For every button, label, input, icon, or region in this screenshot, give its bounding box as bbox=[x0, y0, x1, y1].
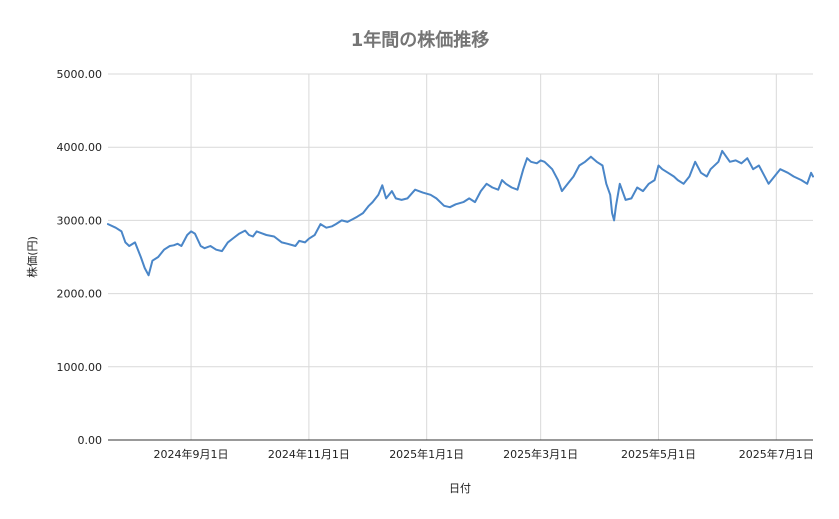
x-tick-label: 2025年1月1日 bbox=[389, 447, 464, 461]
x-tick-label: 2025年5月1日 bbox=[621, 447, 696, 461]
y-tick-label: 3000.00 bbox=[57, 214, 103, 227]
y-tick-label: 4000.00 bbox=[57, 141, 103, 154]
x-axis-title: 日付 bbox=[449, 482, 471, 495]
y-tick-label: 5000.00 bbox=[57, 68, 103, 81]
y-axis-ticks: 0.00 1000.00 2000.00 3000.00 4000.00 5000.00 bbox=[57, 68, 103, 447]
x-tick-label: 2025年3月1日 bbox=[503, 447, 578, 461]
y-axis-title: 株価(円) bbox=[25, 236, 39, 278]
chart-title: 1年間の株価推移 bbox=[351, 29, 490, 51]
y-tick-label: 2000.00 bbox=[57, 288, 103, 301]
price-series-line bbox=[107, 149, 814, 277]
series-layer bbox=[107, 149, 814, 277]
x-tick-label: 2024年11月1日 bbox=[268, 447, 350, 461]
x-tick-label: 2024年9月1日 bbox=[154, 447, 229, 461]
y-tick-label: 0.00 bbox=[78, 434, 103, 447]
y-tick-label: 1000.00 bbox=[57, 361, 103, 374]
gridlines bbox=[108, 73, 813, 440]
x-tick-label: 2025年7月1日 bbox=[739, 447, 814, 461]
x-axis-ticks: 2024年9月1日 2024年11月1日 2025年1月1日 2025年3月1日 202… bbox=[154, 447, 814, 461]
